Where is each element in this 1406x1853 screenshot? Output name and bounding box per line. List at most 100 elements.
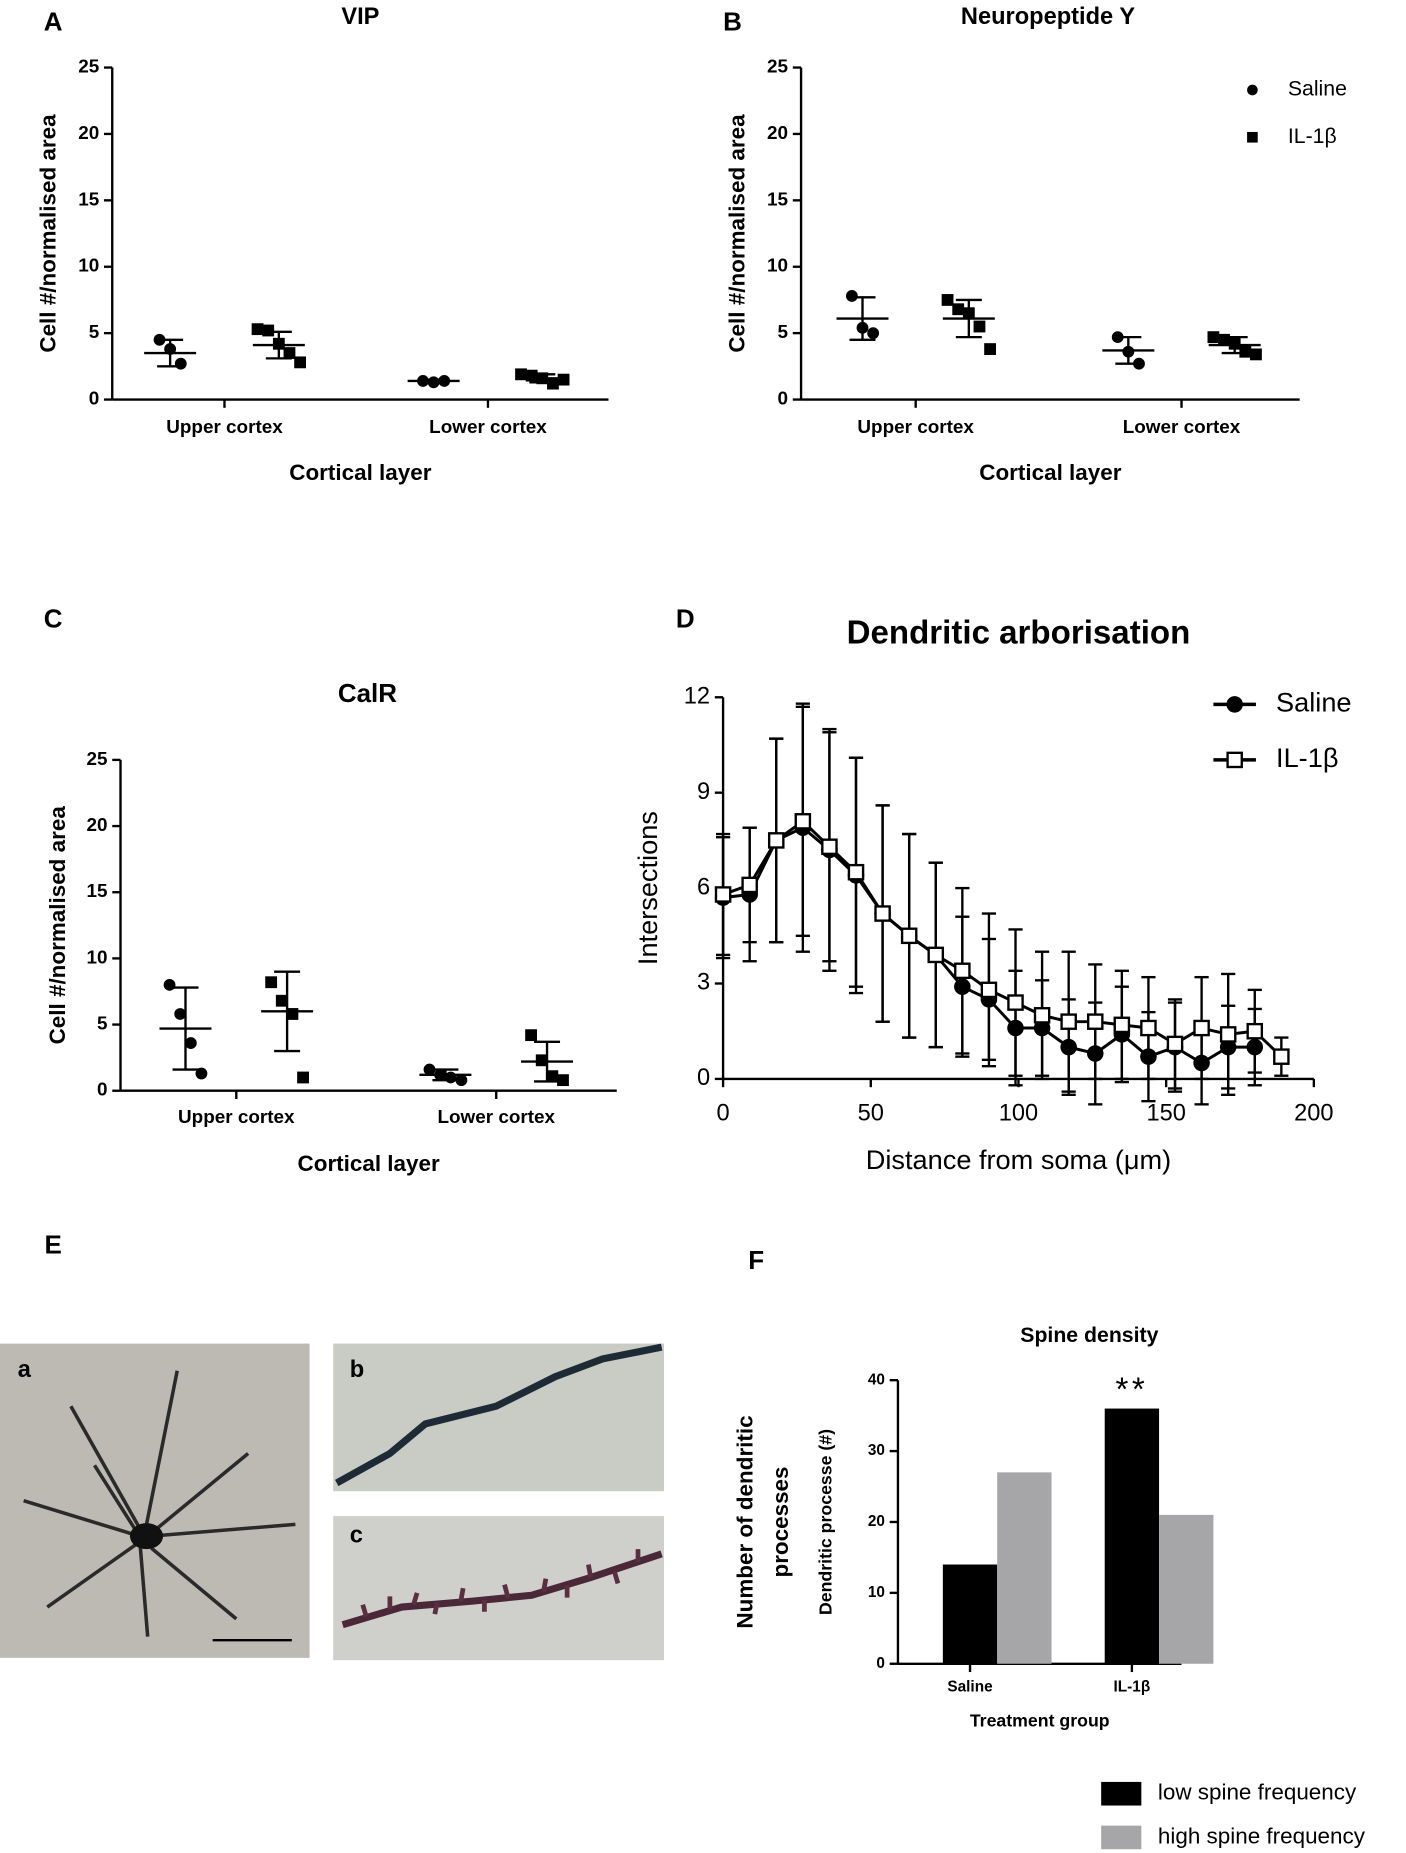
point xyxy=(767,832,785,849)
y-tick-label: 20 xyxy=(87,815,108,836)
point xyxy=(867,327,880,340)
legend-swatch xyxy=(1101,1781,1142,1806)
x-tick-label: Upper cortex xyxy=(857,417,974,438)
panel-letter: F xyxy=(748,1245,764,1275)
point xyxy=(980,981,998,999)
y-tick-label: 0 xyxy=(89,389,100,410)
panel-letter: A xyxy=(44,7,63,37)
bar xyxy=(997,1472,1052,1664)
point xyxy=(294,356,307,369)
point xyxy=(286,1008,299,1020)
point xyxy=(1193,1019,1210,1037)
chart-title: VIP xyxy=(341,4,379,30)
outer-y-axis-label: processes xyxy=(768,1466,793,1577)
point xyxy=(557,373,570,386)
y-tick-label: 25 xyxy=(87,749,108,770)
y-axis-label: Dendritic processe (#) xyxy=(816,1429,836,1615)
chart-title: Spine density xyxy=(1020,1323,1158,1347)
y-tick-label: 5 xyxy=(778,322,789,343)
x-tick-label: Lower cortex xyxy=(437,1107,555,1128)
point xyxy=(1226,696,1243,713)
y-tick-label: 20 xyxy=(78,123,99,144)
x-axis-label: Treatment group xyxy=(970,1710,1110,1730)
y-tick-label: 10 xyxy=(78,256,99,277)
legend-label: low spine frequency xyxy=(1158,1780,1357,1805)
x-tick-label: Upper cortex xyxy=(166,417,283,438)
point xyxy=(174,1008,187,1020)
point xyxy=(1207,331,1220,344)
point xyxy=(794,813,812,830)
micrograph-label: a xyxy=(18,1357,32,1383)
panel-letter: C xyxy=(44,603,63,633)
y-axis-label: Cell #/normalised area xyxy=(45,806,70,1045)
point xyxy=(1140,1019,1157,1037)
point xyxy=(423,1063,436,1076)
y-tick-label: 25 xyxy=(78,57,99,78)
significance-annotation: ** xyxy=(1115,1372,1148,1409)
y-tick-label: 0 xyxy=(778,389,789,410)
y-tick-label: 10 xyxy=(767,256,788,277)
point xyxy=(900,927,918,945)
y-tick-label: 6 xyxy=(697,874,710,900)
chart-title: Neuropeptide Y xyxy=(961,4,1135,30)
y-tick-label: 3 xyxy=(697,970,710,996)
point xyxy=(546,1070,559,1083)
micrograph-label: b xyxy=(350,1357,364,1383)
y-tick-label: 0 xyxy=(97,1080,108,1101)
point xyxy=(927,946,945,964)
x-tick-label: Upper cortex xyxy=(178,1107,295,1128)
point xyxy=(251,323,264,336)
y-tick-label: 12 xyxy=(684,684,710,710)
point xyxy=(952,303,965,316)
point xyxy=(1060,1013,1077,1030)
point xyxy=(1086,1013,1104,1030)
point xyxy=(1247,84,1258,96)
point xyxy=(297,1071,309,1084)
x-tick-label: 50 xyxy=(858,1101,884,1127)
point xyxy=(741,876,758,894)
point xyxy=(557,1074,569,1087)
x-tick-label: Saline xyxy=(947,1678,993,1695)
point xyxy=(984,343,997,355)
neuron-soma xyxy=(129,1523,164,1550)
point xyxy=(1113,1016,1131,1034)
point xyxy=(1218,333,1230,346)
point xyxy=(845,290,858,302)
y-axis-label: Intersections xyxy=(632,811,663,965)
y-tick-label: 0 xyxy=(697,1065,710,1091)
micrograph-c xyxy=(333,1516,665,1661)
bar xyxy=(1104,1408,1160,1664)
dendrite-b xyxy=(335,1343,663,1487)
x-axis-label: Cortical layer xyxy=(979,460,1121,485)
micrograph-label: c xyxy=(350,1522,363,1548)
y-tick-label: 5 xyxy=(89,322,100,343)
point xyxy=(1246,1022,1264,1040)
bar xyxy=(1159,1514,1214,1664)
point xyxy=(283,347,296,359)
panel-letter: E xyxy=(44,1230,61,1260)
legend-label: Saline xyxy=(1288,77,1347,101)
point xyxy=(821,838,838,856)
x-tick-label: IL-1β xyxy=(1114,1678,1151,1695)
x-tick-label: Lower cortex xyxy=(429,417,547,438)
point xyxy=(262,324,275,337)
y-tick-label: 40 xyxy=(868,1371,885,1388)
x-axis-label: Distance from soma (μm) xyxy=(866,1144,1171,1175)
point xyxy=(525,1029,537,1042)
legend-swatch xyxy=(1101,1825,1142,1850)
y-axis-label: Cell #/normalised area xyxy=(724,114,749,353)
point xyxy=(444,1071,457,1084)
point xyxy=(874,905,891,922)
x-tick-label: Lower cortex xyxy=(1123,417,1241,438)
y-tick-label: 9 xyxy=(697,779,710,805)
point xyxy=(1239,345,1252,358)
point xyxy=(714,886,732,903)
legend-label: IL-1β xyxy=(1288,124,1337,148)
x-tick-label: 100 xyxy=(999,1101,1038,1127)
legend-label: high spine frequency xyxy=(1158,1823,1366,1848)
y-tick-label: 20 xyxy=(767,123,788,144)
point xyxy=(1033,1019,1051,1037)
point xyxy=(973,320,986,333)
